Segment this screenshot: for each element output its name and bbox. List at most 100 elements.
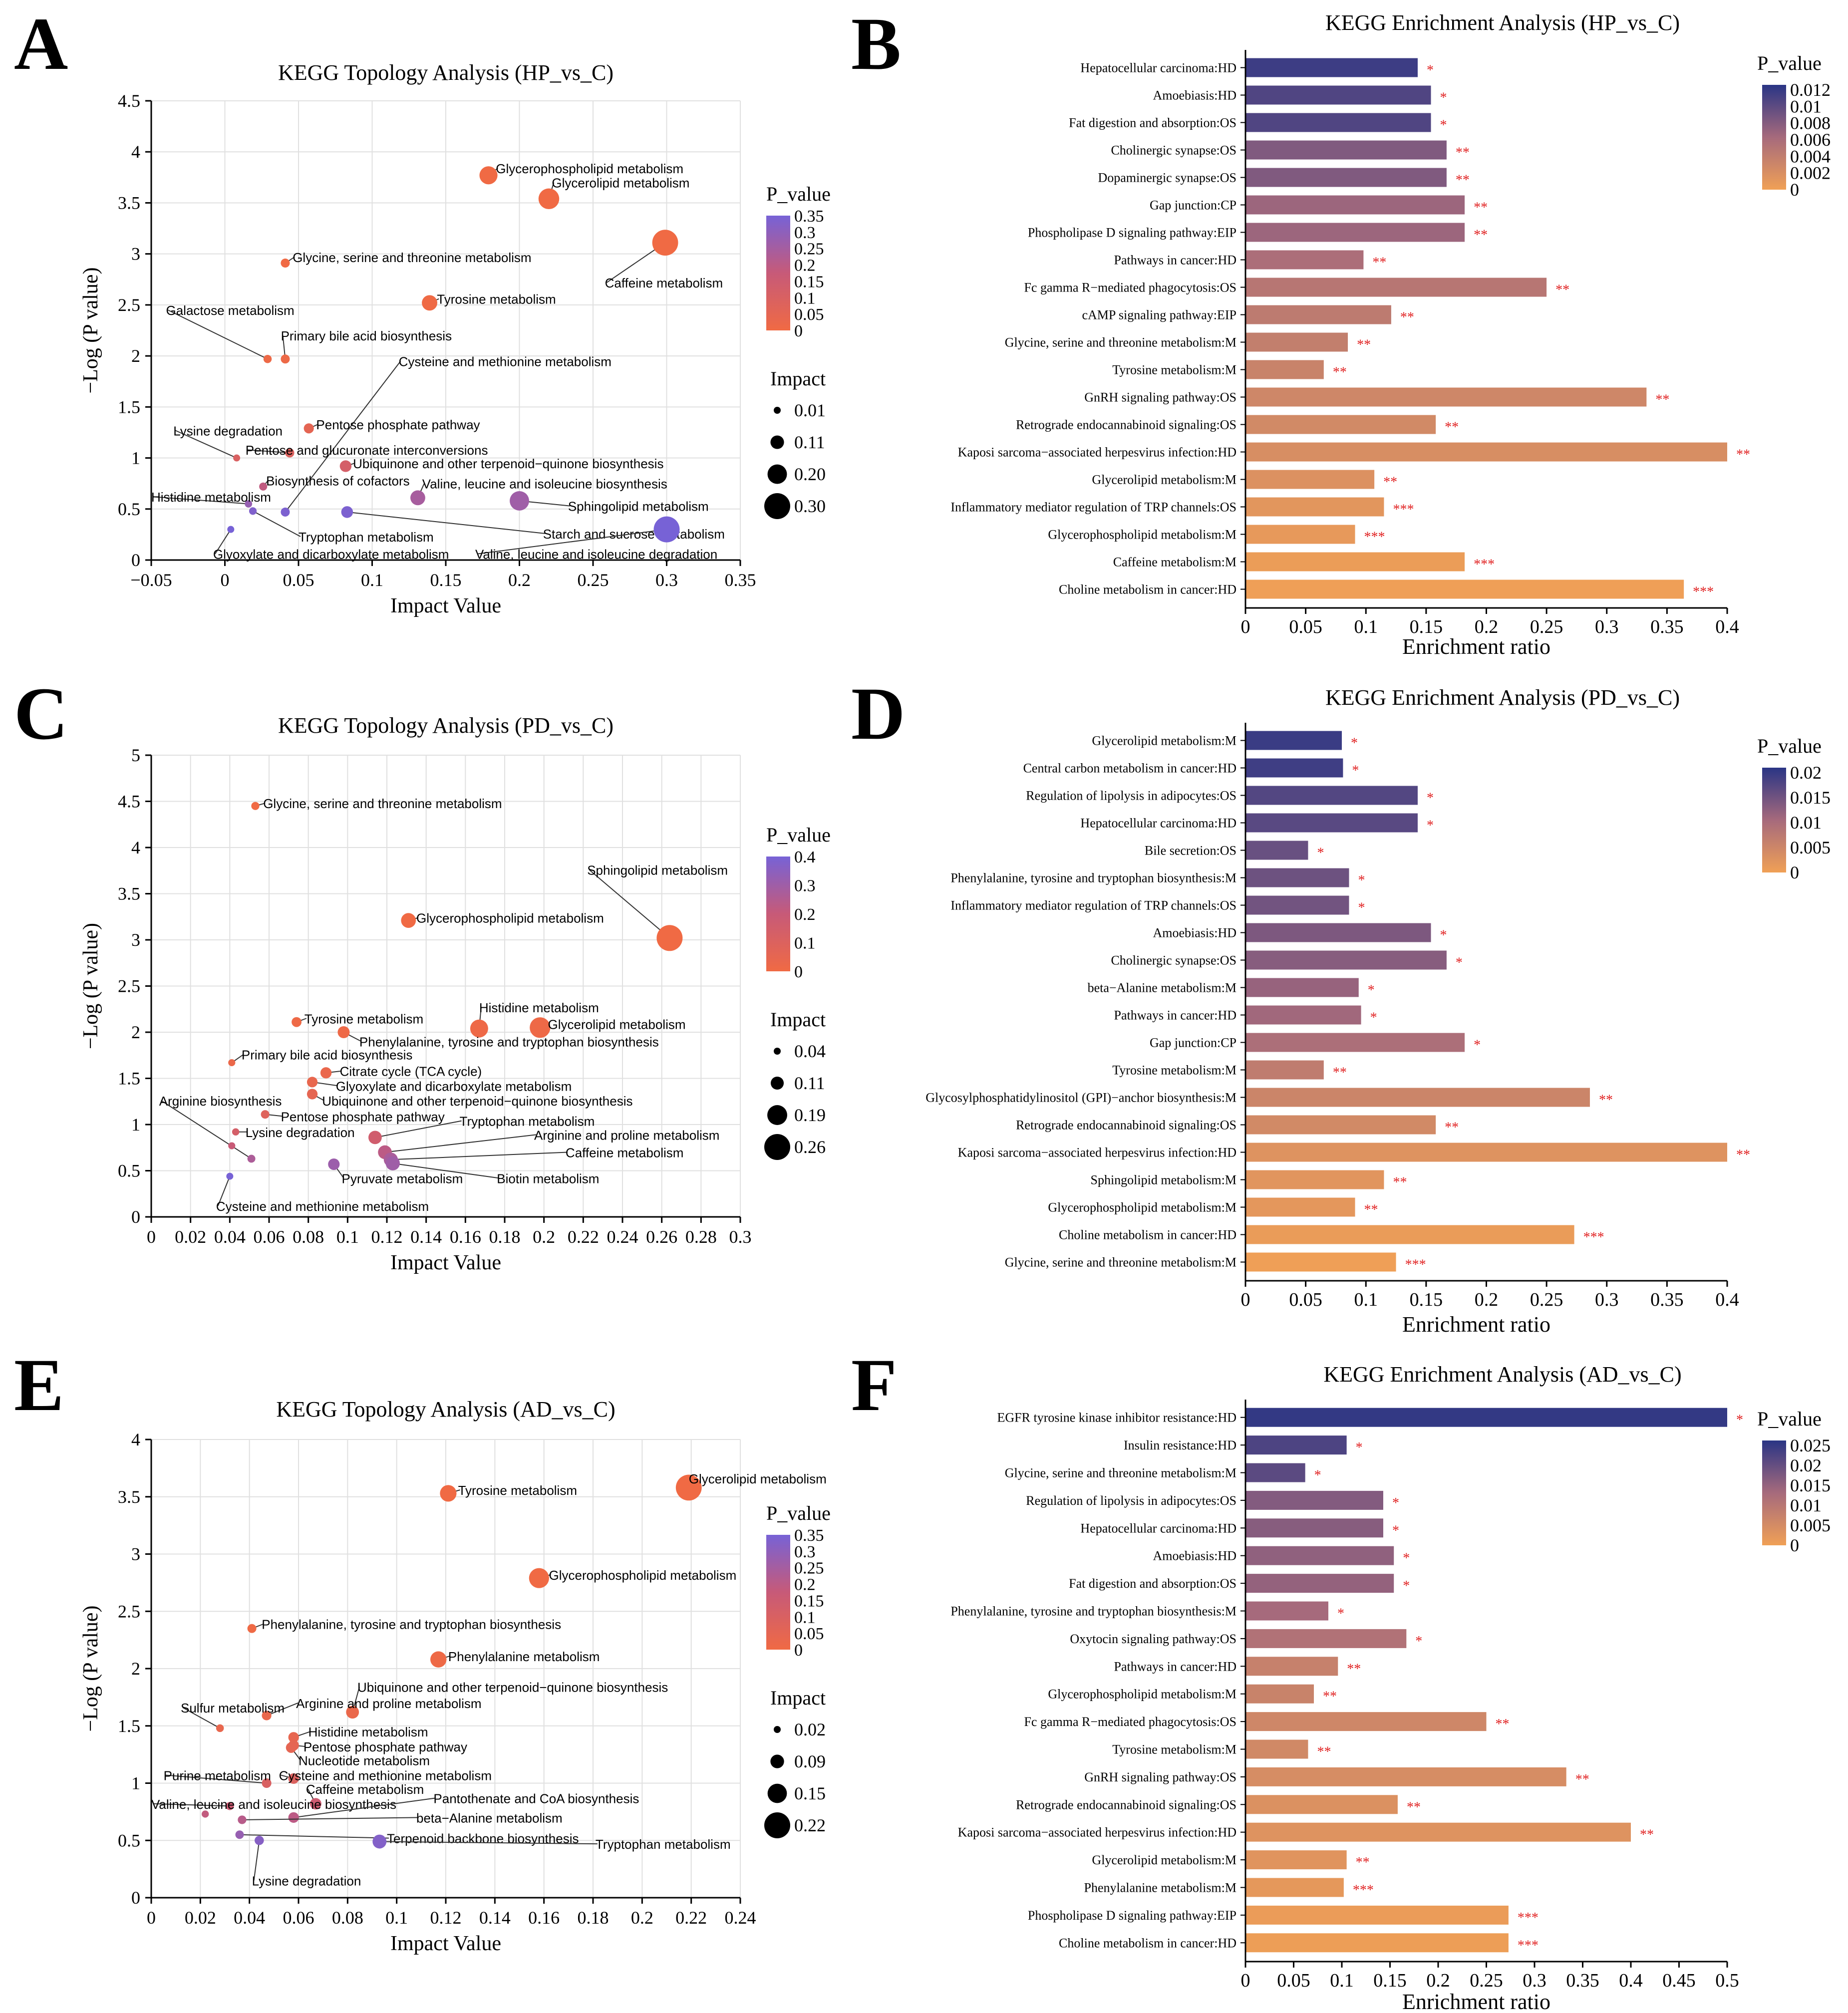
category-label: Regulation of lipolysis in adipocytes:OS (1026, 789, 1236, 803)
color-legend-label: 0.1 (794, 934, 816, 953)
x-tick-label: 0.16 (450, 1227, 481, 1247)
leader-line (153, 1803, 230, 1807)
data-point (262, 1778, 272, 1788)
bar (1245, 525, 1355, 544)
significance-marker: ** (1474, 200, 1488, 216)
category-label: Cholinergic synapse:OS (1111, 143, 1236, 158)
y-axis-label: −Log (P value) (79, 1605, 102, 1731)
leader-line (175, 430, 237, 459)
data-point (227, 526, 235, 533)
x-tick-label: 0.2 (1426, 1970, 1450, 1991)
size-legend-label: 0.09 (794, 1751, 826, 1771)
bar (1245, 552, 1465, 572)
leader-line (161, 1100, 252, 1159)
bar (1245, 1463, 1305, 1482)
chart-title: KEGG Enrichment Analysis (PD_vs_C) (1325, 685, 1680, 710)
color-legend-label: 0.015 (1790, 1475, 1831, 1495)
category-label: Tyrosine metabolism:M (1112, 363, 1236, 377)
category-label: Glycerophospholipid metabolism:M (1048, 1687, 1236, 1702)
x-tick-label: 0.14 (479, 1908, 511, 1928)
leader-line (294, 1797, 436, 1818)
significance-marker: *** (1353, 1883, 1374, 1898)
x-tick-label: 0.22 (675, 1908, 707, 1928)
data-point (288, 1773, 299, 1784)
x-tick-label: 0.02 (185, 1908, 216, 1928)
size-legend-title: Impact (770, 1008, 826, 1031)
category-label: Amoebiasis:HD (1153, 926, 1236, 940)
y-axis-label: −Log (P value) (79, 923, 102, 1049)
data-point (228, 1142, 236, 1150)
pathway-label: Glycine, serine and threonine metabolism (293, 250, 531, 265)
color-legend-label: 0.3 (794, 877, 816, 895)
y-tick-label: 3 (131, 930, 140, 950)
pathway-label: Pentose phosphate pathway (281, 1109, 445, 1124)
significance-marker: ** (1474, 228, 1488, 243)
significance-marker: * (1427, 818, 1434, 834)
x-tick-label: 0.18 (578, 1908, 609, 1928)
category-label: GnRH signaling pathway:OS (1084, 1770, 1236, 1784)
data-point (259, 482, 268, 491)
bar (1245, 1033, 1465, 1052)
size-legend-marker (764, 493, 790, 519)
pathway-label: Tryptophan metabolism (460, 1114, 595, 1129)
category-label: Fc gamma R−mediated phagocytosis:OS (1024, 281, 1236, 295)
bar (1245, 58, 1418, 77)
data-point (288, 1812, 299, 1823)
data-point (255, 1835, 264, 1845)
category-label: Dopaminergic synapse:OS (1098, 171, 1236, 185)
bar (1245, 1170, 1384, 1189)
chart-title: KEGG Topology Analysis (AD_vs_C) (276, 1397, 615, 1422)
pathway-label: Arginine and proline metabolism (534, 1128, 719, 1143)
bar (1245, 1822, 1631, 1842)
pathway-label: Valine, leucine and isoleucine biosynthe… (422, 477, 667, 492)
color-legend-label: 0 (794, 322, 803, 340)
y-tick-label: 2 (131, 346, 140, 366)
y-tick-label: 0 (131, 1888, 140, 1908)
leader-line (247, 449, 290, 454)
x-tick-label: 0.4 (1715, 1289, 1739, 1310)
bar (1245, 415, 1436, 434)
pathway-label: Sphingolipid metabolism (568, 499, 709, 514)
x-tick-label: 0.24 (607, 1227, 638, 1247)
pathway-label: Glyoxylate and dicarboxylate metabolism (213, 547, 449, 562)
x-tick-label: 0 (1241, 1970, 1250, 1991)
y-tick-label: 1.5 (118, 1716, 140, 1736)
x-axis-label: Impact Value (390, 1932, 501, 1955)
category-label: Insulin resistance:HD (1124, 1438, 1236, 1452)
bar (1245, 1408, 1727, 1427)
category-label: Amoebiasis:HD (1153, 1549, 1236, 1563)
y-tick-label: 3.5 (118, 1487, 140, 1507)
data-point (653, 516, 680, 543)
leader-line (589, 869, 670, 939)
significance-marker: * (1474, 1038, 1481, 1053)
bar (1245, 1143, 1727, 1162)
bar (1245, 1546, 1394, 1565)
bar (1245, 387, 1647, 407)
leader-line (384, 1134, 537, 1153)
y-tick-label: 0.5 (118, 1830, 140, 1850)
significance-marker: * (1352, 763, 1359, 779)
leader-line (375, 1120, 462, 1138)
bar (1245, 332, 1348, 352)
size-legend-marker (774, 1726, 781, 1733)
bar (1245, 250, 1364, 270)
pathway-label: Arginine biosynthesis (159, 1094, 282, 1109)
color-legend-label: 0.008 (1790, 113, 1831, 133)
significance-marker: ** (1445, 420, 1459, 435)
x-tick-label: 0.28 (685, 1227, 717, 1247)
bar (1245, 1574, 1394, 1593)
leader-line (379, 1841, 598, 1845)
category-label: Glycerophospholipid metabolism:M (1048, 1200, 1236, 1215)
bar (1245, 1197, 1355, 1217)
significance-marker: ** (1333, 365, 1347, 380)
pathway-label: Phenylalanine metabolism (448, 1649, 600, 1664)
significance-marker: * (1358, 900, 1365, 916)
data-point (675, 1474, 702, 1501)
color-legend-label: 0.3 (794, 1543, 816, 1561)
category-label: Fc gamma R−mediated phagocytosis:OS (1024, 1715, 1236, 1729)
x-tick-label: 0.05 (283, 570, 314, 590)
color-legend-label: 0.012 (1790, 80, 1831, 100)
bar (1245, 758, 1343, 778)
bar (1245, 1518, 1383, 1538)
